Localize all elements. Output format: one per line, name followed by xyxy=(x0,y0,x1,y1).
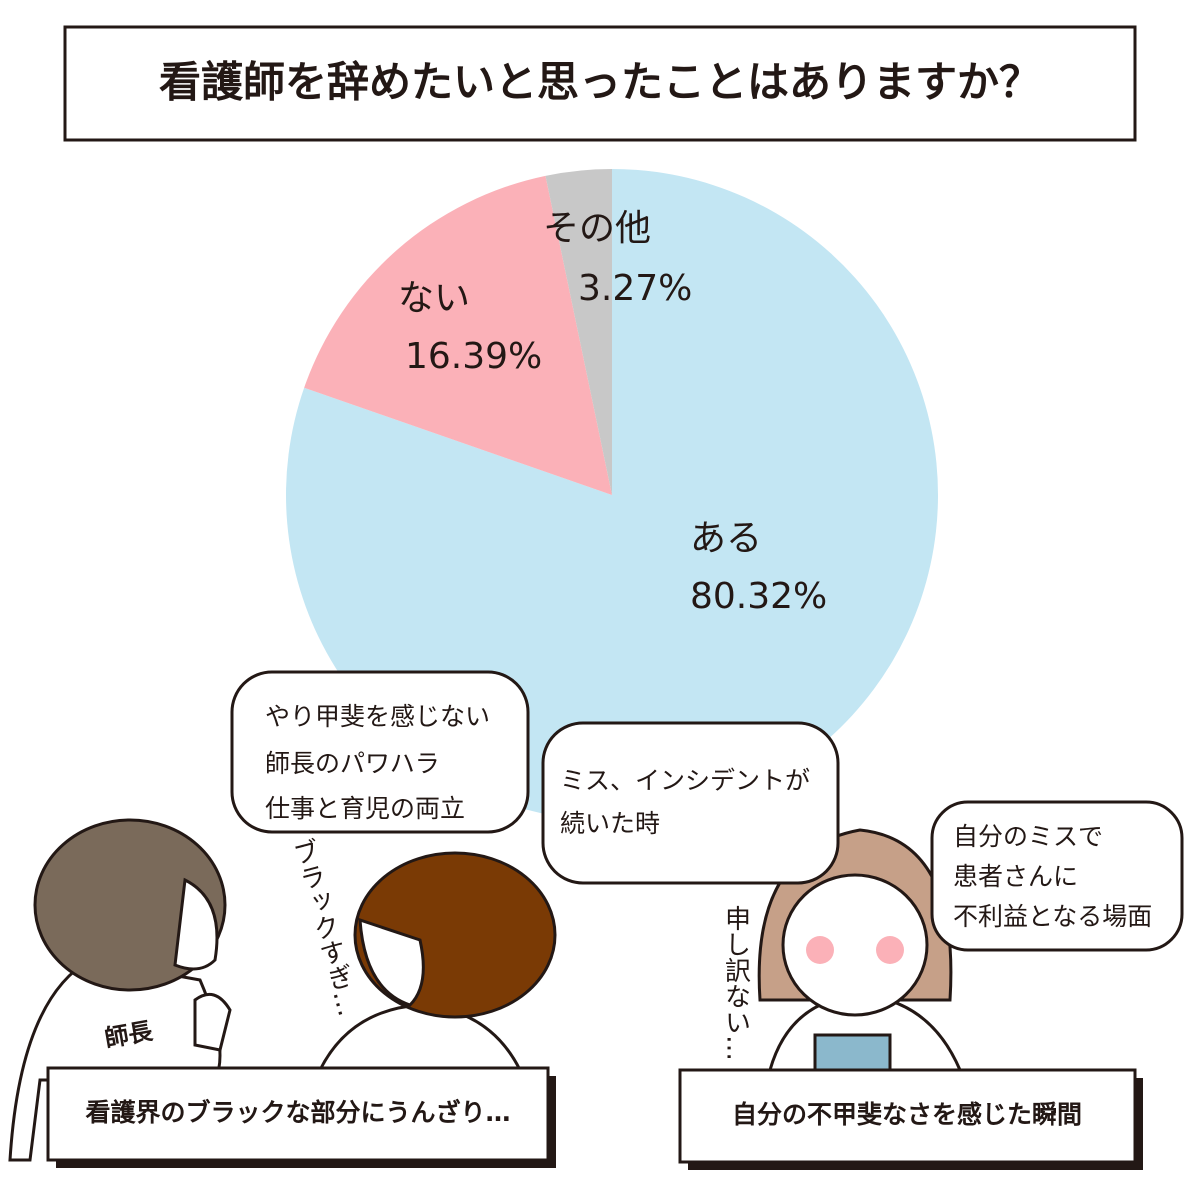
bubble-text: 自分のミスで xyxy=(953,822,1103,851)
annotation: ブラックすぎ… xyxy=(286,836,362,1020)
pie-slice xyxy=(304,175,612,495)
bubble-text: 仕事と育児の両立 xyxy=(265,794,465,823)
pie: ある 80.32% ない 16.39% その他 3.27% xyxy=(285,169,938,821)
title-box xyxy=(63,25,1137,142)
bubble-text: 不利益となる場面 xyxy=(953,902,1152,931)
caption: 自分の不甲斐なさを感じた瞬間 xyxy=(678,1068,1143,1170)
speech-bubble: 自分のミスで 患者さんに 不利益となる場面 xyxy=(930,800,1184,952)
speech-bubble: ミス、インシデントが 続いた時 xyxy=(541,721,840,885)
slice-label: ある xyxy=(690,518,762,559)
value-label: 80.32% xyxy=(690,576,827,617)
caption-text: 自分の不甲斐なさを感じた瞬間 xyxy=(732,1100,1082,1129)
caption-text: 看護界のブラックな部分にうんざり… xyxy=(85,1098,510,1127)
slice-label: その他 xyxy=(543,208,651,249)
slice-label: ない xyxy=(398,278,470,319)
value-label: 16.39% xyxy=(405,336,542,377)
chart-title: 看護師を辞めたいと思ったことはありますか？ xyxy=(159,58,1041,107)
annotation: 申し訳ない… xyxy=(721,905,751,1061)
caption: 看護界のブラックな部分にうんざり… xyxy=(46,1066,556,1168)
speech-bubble: やり甲斐を感じない 師長のパワハラ 仕事と育児の両立 xyxy=(230,670,530,834)
bubble-text: 師長のパワハラ xyxy=(265,749,440,778)
bubble-text: やり甲斐を感じない xyxy=(265,702,490,731)
bubble-text: ミス、インシデントが xyxy=(560,766,810,795)
bubble-text: 患者さんに xyxy=(953,862,1078,891)
pie-slice xyxy=(545,169,612,495)
bubble-text: 続いた時 xyxy=(560,809,660,838)
value-label: 3.27% xyxy=(578,268,692,309)
